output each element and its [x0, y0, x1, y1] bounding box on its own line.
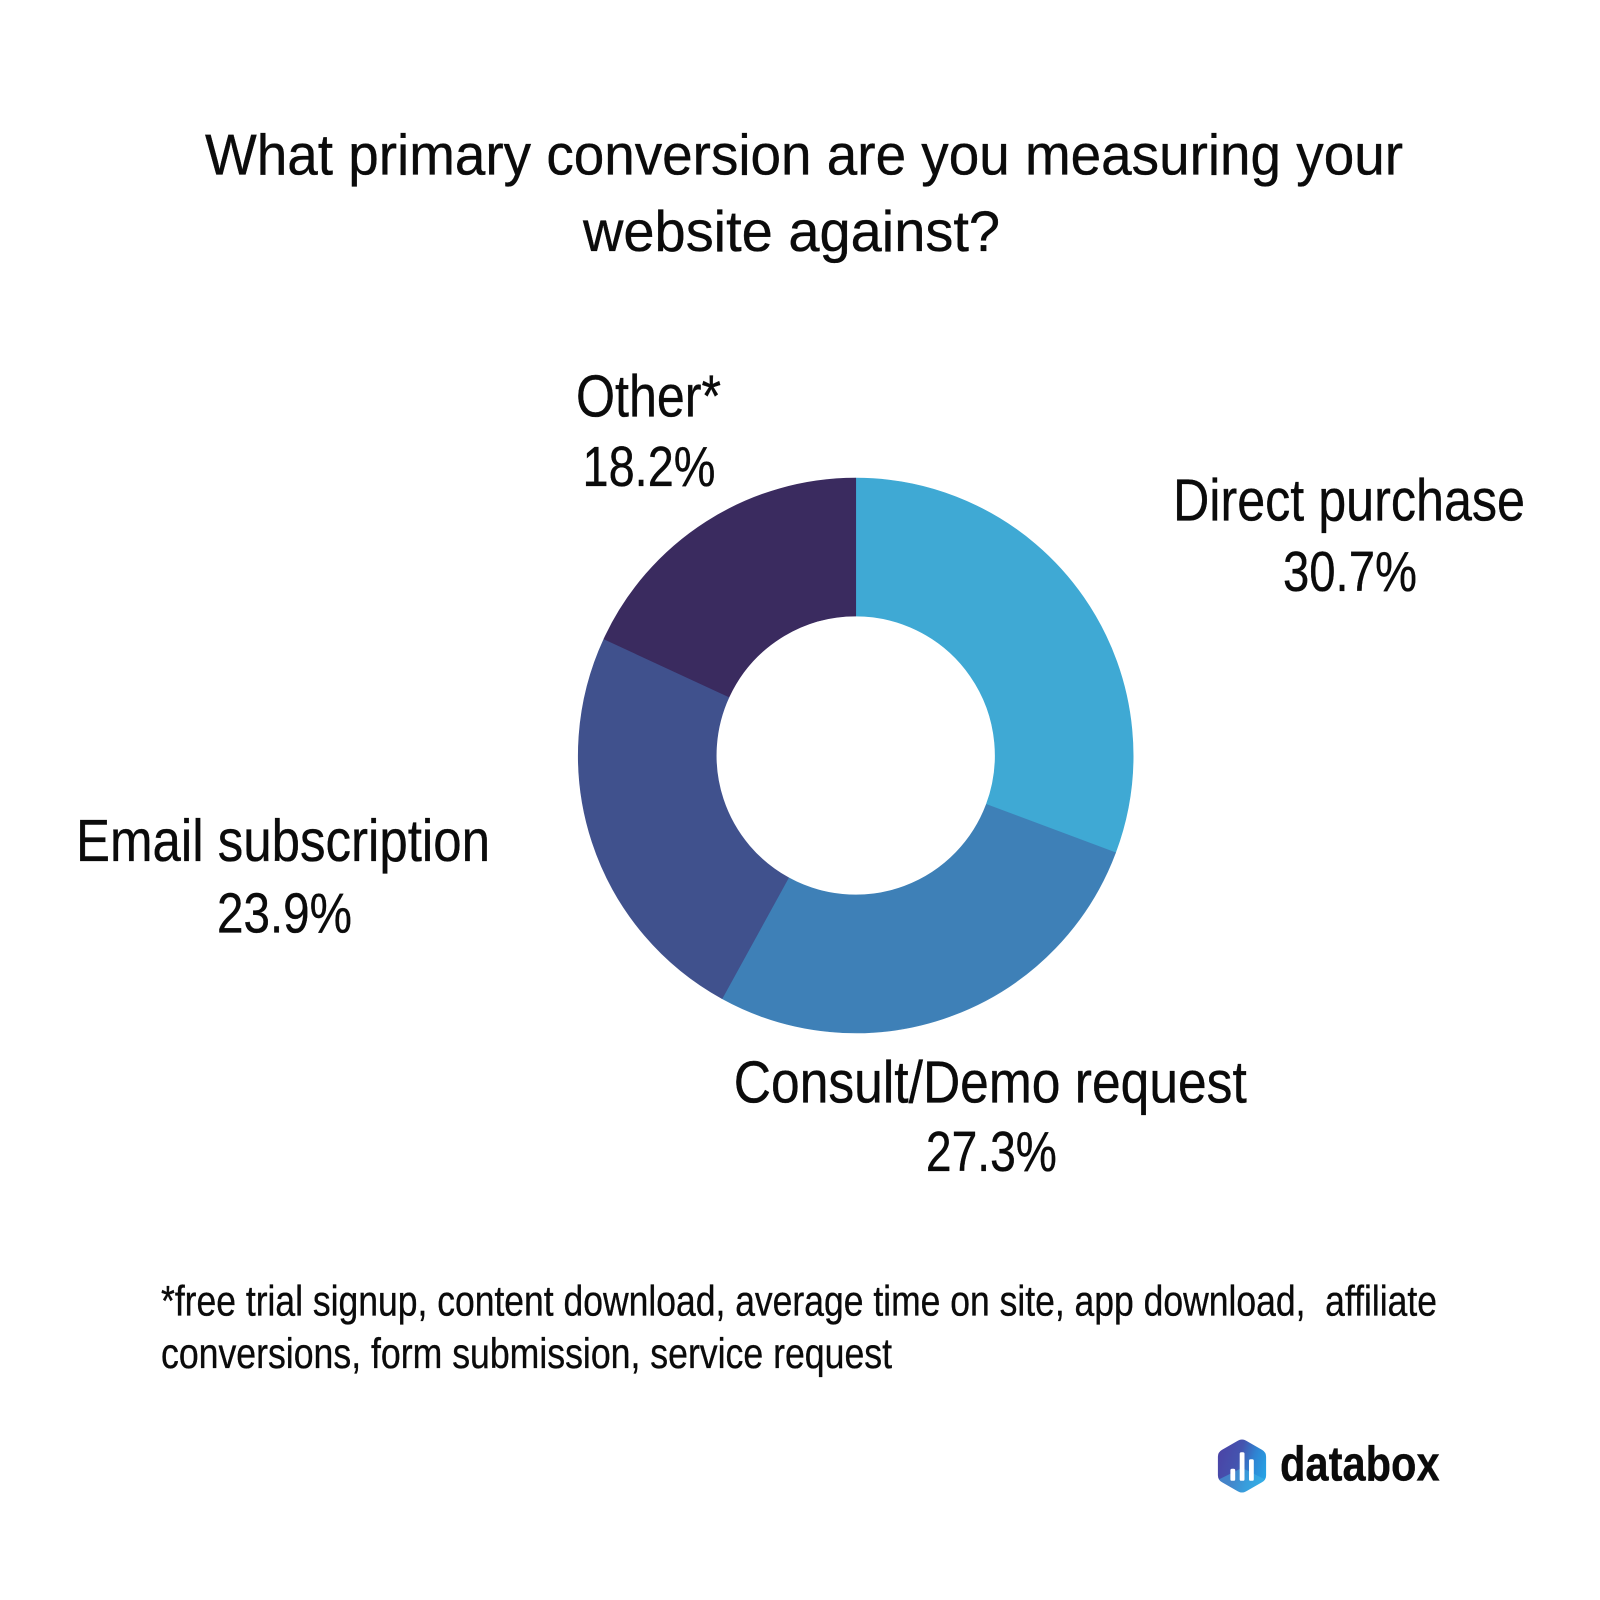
- svg-text:23.9%: 23.9%: [217, 883, 352, 946]
- svg-text:databox: databox: [1280, 1438, 1440, 1492]
- svg-text:18.2%: 18.2%: [583, 436, 716, 499]
- svg-text:27.3%: 27.3%: [926, 1121, 1057, 1184]
- svg-text:website against?: website against?: [582, 200, 1000, 264]
- svg-text:conversions, form submission,: conversions, form submission, service re…: [161, 1330, 892, 1378]
- svg-text:*free trial signup, content do: *free trial signup, content download, av…: [161, 1278, 1437, 1326]
- svg-text:30.7%: 30.7%: [1283, 541, 1417, 604]
- svg-text:Direct purchase: Direct purchase: [1173, 468, 1525, 534]
- svg-text:Consult/Demo request: Consult/Demo request: [734, 1049, 1247, 1115]
- svg-text:Other*: Other*: [576, 364, 721, 430]
- svg-text:Email subscription: Email subscription: [76, 808, 490, 874]
- svg-text:What primary conversion are yo: What primary conversion are you measurin…: [205, 124, 1403, 188]
